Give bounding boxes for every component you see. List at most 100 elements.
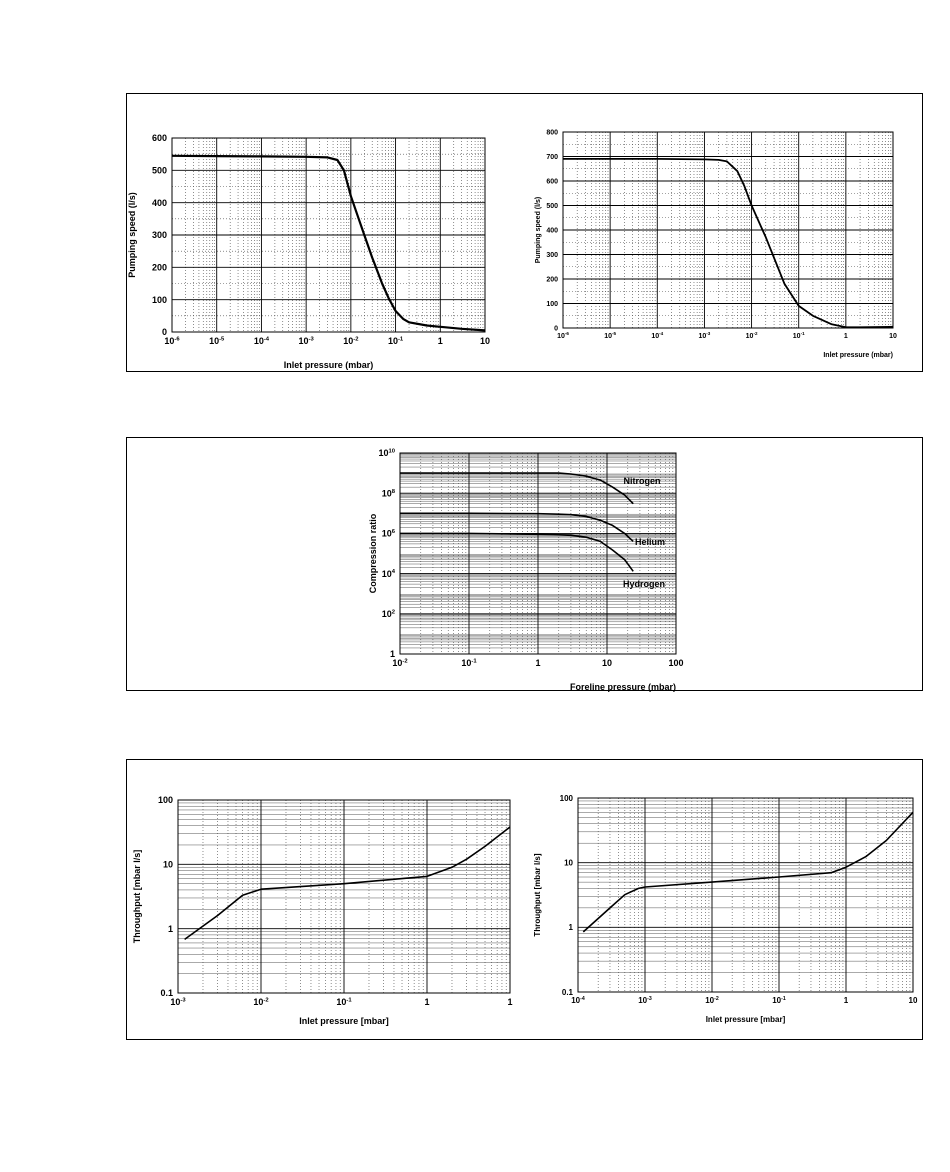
y-tick-label: 10	[163, 859, 173, 869]
series-label-helium: Helium	[635, 537, 665, 547]
x-tick-label-base: 10	[889, 333, 897, 340]
x-tick-label: 10-5	[209, 336, 225, 346]
series-line	[171, 154, 486, 332]
grid	[577, 797, 914, 993]
y-tick-label-exp: 2	[392, 609, 396, 615]
y-tick-label: 600	[546, 178, 558, 185]
x-tick-label-exp: -1	[781, 996, 786, 1002]
y-axis-label: Throughput [mbar l/s]	[132, 850, 142, 944]
x-tick-label: 10	[909, 996, 918, 1005]
y-tick-label-base: 10	[382, 609, 392, 619]
x-tick-label-base: 10	[164, 336, 174, 346]
x-tick-label: 10	[480, 336, 490, 346]
x-tick-label: 10-3	[170, 997, 186, 1007]
x-tick-label-base: 10	[253, 997, 263, 1007]
x-tick-label-base: 10	[602, 658, 612, 668]
x-tick-label: 1	[844, 333, 848, 340]
x-tick-label-base: 1	[844, 333, 848, 340]
series-line-helium	[400, 512, 634, 542]
y-tick-label: 1	[569, 923, 574, 932]
y-tick-label: 100	[560, 794, 574, 803]
y-tick-label: 108	[382, 488, 396, 498]
y-tick-label: 600	[152, 133, 167, 143]
x-axis-label: Inlet pressure [mbar]	[706, 1015, 786, 1024]
x-tick-label-base: 10	[170, 997, 180, 1007]
y-tick-label: 500	[152, 165, 167, 175]
x-tick-label: 1	[507, 997, 512, 1007]
x-tick-label-base: 10	[699, 333, 707, 340]
x-tick-label: 10-2	[392, 658, 408, 668]
y-axis-label: Pumping speed (l/s)	[535, 197, 542, 264]
x-tick-label-base: 10	[909, 996, 918, 1005]
y-tick-label: 400	[546, 227, 558, 234]
y-tick-label: 1010	[378, 448, 395, 458]
series-line-hydrogen	[400, 532, 634, 572]
x-tick-label-base: 10	[343, 336, 353, 346]
x-tick-label-base: 10	[604, 333, 612, 340]
throughput-panel	[126, 759, 923, 1040]
y-tick-label-exp: 10	[388, 449, 395, 455]
y-tick-label: 0.1	[562, 988, 574, 997]
y-tick-label-base: 10	[382, 488, 392, 498]
x-tick-label-exp: -6	[565, 331, 570, 336]
x-tick-label: 10-5	[604, 331, 616, 340]
grid	[177, 799, 511, 994]
x-tick-label: 10	[889, 333, 897, 340]
x-tick-label-base: 10	[772, 996, 781, 1005]
y-tick-label: 200	[152, 262, 167, 272]
y-tick-label: 104	[382, 569, 396, 579]
x-tick-label: 10-1	[388, 336, 404, 346]
compression-ratio-panel	[126, 437, 923, 691]
y-tick-label: 800	[546, 129, 558, 136]
x-axis-label: Inlet pressure (mbar)	[823, 352, 893, 359]
x-tick-label-base: 10	[638, 996, 647, 1005]
x-tick-label: 10-2	[705, 996, 719, 1005]
x-tick-label-exp: -1	[398, 336, 404, 342]
x-tick-label-exp: -2	[402, 658, 408, 664]
x-tick-label: 10-2	[343, 336, 359, 346]
x-tick-label-exp: -3	[309, 336, 315, 342]
x-tick-label-base: 1	[507, 997, 512, 1007]
x-tick-label-base: 10	[254, 336, 264, 346]
x-tick-label: 10-4	[571, 996, 585, 1005]
x-tick-label: 10-3	[699, 331, 711, 340]
x-tick-label-exp: -2	[263, 997, 269, 1003]
x-tick-label-base: 10	[793, 333, 801, 340]
series-line	[582, 811, 914, 933]
series-line	[184, 826, 511, 941]
x-tick-label-exp: -4	[580, 996, 585, 1002]
y-tick-label: 500	[546, 203, 558, 210]
pumping-speed-panel	[126, 93, 923, 372]
y-axis-label: Pumping speed (l/s)	[127, 192, 137, 278]
plot-frame	[577, 797, 914, 993]
x-tick-label: 10-3	[299, 336, 315, 346]
y-tick-label-base: 10	[378, 448, 388, 458]
y-tick-label: 400	[152, 198, 167, 208]
x-tick-label: 10-1	[793, 331, 805, 340]
x-tick-label-exp: -2	[753, 331, 758, 336]
plot-frame	[177, 799, 511, 994]
x-tick-label: 1	[438, 336, 443, 346]
y-tick-label-base: 10	[382, 529, 392, 539]
y-tick-label-exp: 6	[392, 529, 396, 535]
x-tick-label-base: 10	[746, 333, 754, 340]
x-tick-label: 1	[424, 997, 429, 1007]
y-tick-label: 300	[546, 252, 558, 259]
x-tick-label: 10-1	[461, 658, 477, 668]
y-tick-label: 102	[382, 609, 396, 619]
x-tick-label-base: 1	[844, 996, 849, 1005]
y-tick-label: 100	[158, 795, 173, 805]
x-tick-label-base: 10	[557, 333, 565, 340]
y-tick-label: 1	[390, 649, 395, 659]
x-tick-label-base: 10	[299, 336, 309, 346]
x-tick-label: 10-2	[253, 997, 269, 1007]
x-tick-label-base: 1	[424, 997, 429, 1007]
x-tick-label-exp: -5	[219, 336, 225, 342]
plot-frame	[399, 452, 677, 655]
y-tick-label: 200	[546, 276, 558, 283]
x-tick-label-base: 10	[388, 336, 398, 346]
y-tick-label: 100	[546, 301, 558, 308]
y-axis-label: Compression ratio	[368, 513, 378, 593]
